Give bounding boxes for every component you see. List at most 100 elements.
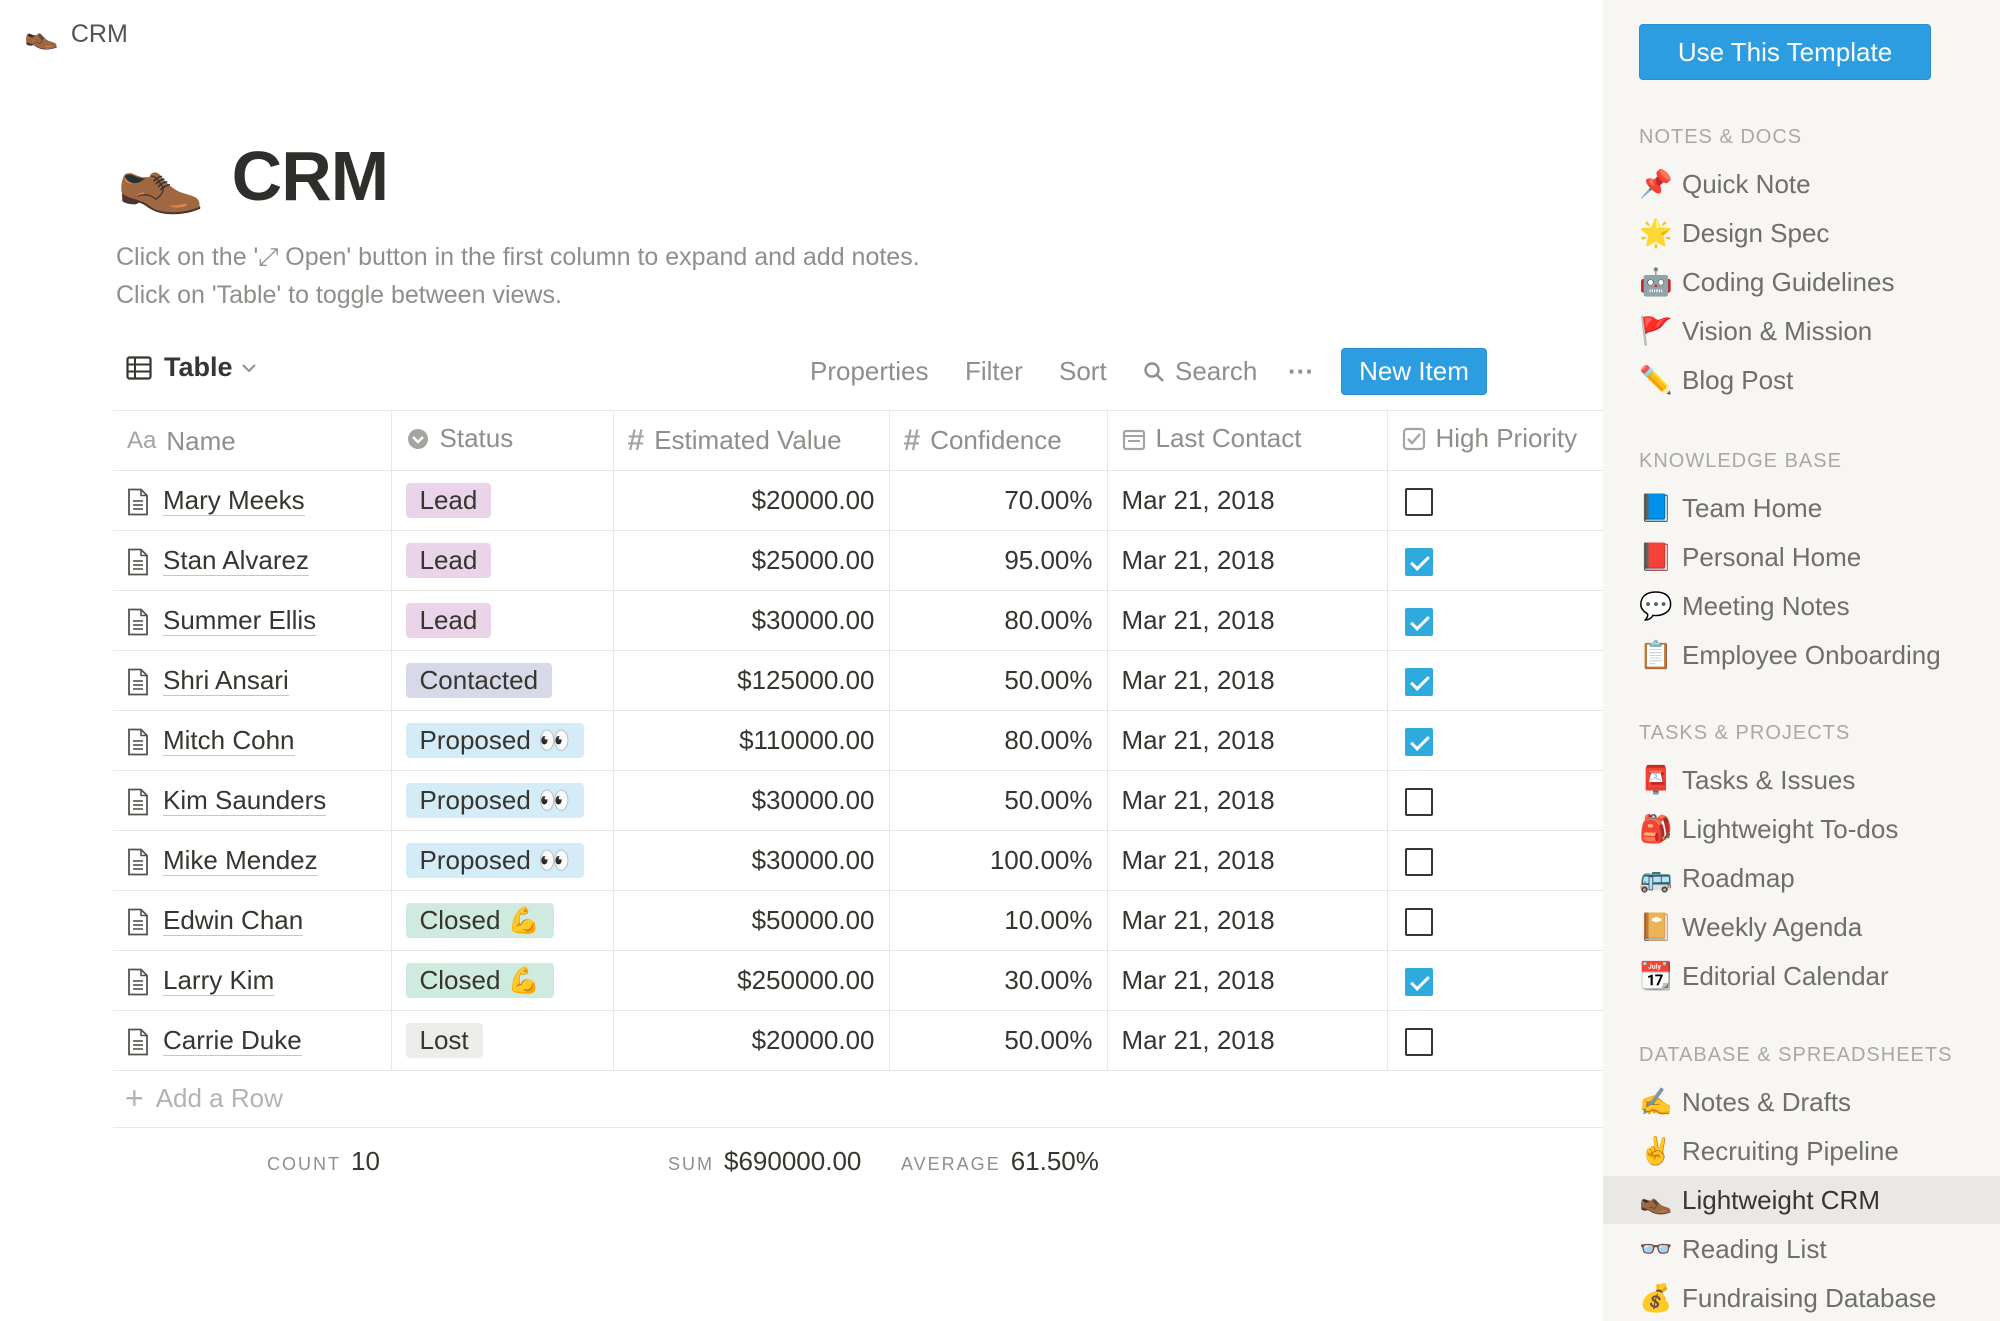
status-cell[interactable]: Closed 💪 bbox=[390, 890, 613, 951]
table-row[interactable]: Summer Ellis Lead $30000.00 80.00% Mar 21, 2… bbox=[113, 590, 1603, 651]
high-priority-checkbox[interactable] bbox=[1404, 968, 1433, 997]
table-row[interactable]: Larry Kim Closed 💪 $250000.00 30.00% Mar 21,… bbox=[113, 950, 1603, 1011]
confidence-cell[interactable]: 50.00% bbox=[888, 650, 1107, 711]
estimated-value-cell[interactable]: $110000.00 bbox=[612, 710, 889, 771]
count-calculation[interactable]: COUNT 10 bbox=[267, 1146, 380, 1177]
sidebar-item[interactable]: 🚩 Vision & Mission bbox=[1639, 315, 1872, 347]
last-contact-cell[interactable]: Mar 21, 2018 bbox=[1106, 770, 1387, 831]
high-priority-checkbox[interactable] bbox=[1404, 548, 1433, 577]
table-row[interactable]: Mike Mendez Proposed 👀 $30000.00 100.00% Mar… bbox=[113, 830, 1603, 891]
last-contact-cell[interactable]: Mar 21, 2018 bbox=[1106, 470, 1387, 531]
last-contact-cell[interactable]: Mar 21, 2018 bbox=[1106, 1010, 1387, 1071]
status-cell[interactable]: Proposed 👀 bbox=[390, 710, 613, 771]
sidebar-item[interactable]: 👓 Reading List bbox=[1639, 1233, 1827, 1265]
confidence-cell[interactable]: 50.00% bbox=[888, 1010, 1107, 1071]
column-header-confidence[interactable]: # Confidence bbox=[888, 410, 1107, 471]
high-priority-checkbox[interactable] bbox=[1404, 788, 1433, 817]
sum-calculation[interactable]: SUM $690000.00 bbox=[668, 1146, 861, 1177]
sidebar-item[interactable]: 🤖 Coding Guidelines bbox=[1639, 266, 1894, 298]
name-cell[interactable]: Shri Ansari bbox=[113, 650, 391, 711]
sort-button[interactable]: Sort bbox=[1059, 356, 1107, 386]
sidebar-item[interactable]: 📘 Team Home bbox=[1639, 492, 1822, 524]
name-cell[interactable]: Carrie Duke bbox=[113, 1010, 391, 1071]
add-row-button[interactable]: + Add a Row bbox=[113, 1070, 1603, 1128]
table-row[interactable]: Kim Saunders Proposed 👀 $30000.00 50.00% Mar… bbox=[113, 770, 1603, 831]
high-priority-checkbox[interactable] bbox=[1404, 668, 1433, 697]
confidence-cell[interactable]: 80.00% bbox=[888, 590, 1107, 651]
column-header-estimated-value[interactable]: # Estimated Value bbox=[612, 410, 889, 471]
search-button[interactable]: Search bbox=[1143, 356, 1257, 387]
name-cell[interactable]: Kim Saunders bbox=[113, 770, 391, 831]
filter-button[interactable]: Filter bbox=[965, 356, 1023, 386]
sidebar-item[interactable]: 🚌 Roadmap bbox=[1639, 862, 1795, 894]
sidebar-item[interactable]: 📔 Weekly Agenda bbox=[1639, 911, 1862, 943]
sidebar-item[interactable]: 👞 Lightweight CRM bbox=[1603, 1176, 2000, 1224]
last-contact-cell[interactable]: Mar 21, 2018 bbox=[1106, 890, 1387, 951]
column-header-last-contact[interactable]: Last Contact bbox=[1106, 410, 1387, 471]
sidebar-item[interactable]: 💰 Fundraising Database bbox=[1639, 1282, 1936, 1314]
estimated-value-cell[interactable]: $20000.00 bbox=[612, 1010, 889, 1071]
name-cell[interactable]: Summer Ellis bbox=[113, 590, 391, 651]
confidence-cell[interactable]: 10.00% bbox=[888, 890, 1107, 951]
view-selector[interactable]: Table bbox=[126, 352, 269, 383]
sidebar-item[interactable]: 🌟 Design Spec bbox=[1639, 217, 1829, 249]
last-contact-cell[interactable]: Mar 21, 2018 bbox=[1106, 530, 1387, 591]
column-header-status[interactable]: Status bbox=[390, 410, 613, 471]
last-contact-cell[interactable]: Mar 21, 2018 bbox=[1106, 590, 1387, 651]
estimated-value-cell[interactable]: $30000.00 bbox=[612, 770, 889, 831]
confidence-cell[interactable]: 70.00% bbox=[888, 470, 1107, 531]
high-priority-checkbox[interactable] bbox=[1404, 728, 1433, 757]
name-cell[interactable]: Stan Alvarez bbox=[113, 530, 391, 591]
table-row[interactable]: Shri Ansari Contacted $125000.00 50.00% Mar … bbox=[113, 650, 1603, 711]
status-cell[interactable]: Contacted bbox=[390, 650, 613, 711]
status-cell[interactable]: Lead bbox=[390, 530, 613, 591]
sidebar-item[interactable]: ✏️ Blog Post bbox=[1639, 364, 1793, 396]
confidence-cell[interactable]: 100.00% bbox=[888, 830, 1107, 891]
column-header-name[interactable]: Aa Name bbox=[113, 410, 391, 471]
breadcrumb[interactable]: 👞 CRM bbox=[24, 18, 128, 51]
sidebar-item[interactable]: ✌️ Recruiting Pipeline bbox=[1639, 1135, 1899, 1167]
sidebar-item[interactable]: 💬 Meeting Notes bbox=[1639, 590, 1850, 622]
estimated-value-cell[interactable]: $30000.00 bbox=[612, 830, 889, 891]
table-row[interactable]: Mary Meeks Lead $20000.00 70.00% Mar 21, 201… bbox=[113, 470, 1603, 531]
page-title[interactable]: CRM bbox=[231, 137, 389, 215]
estimated-value-cell[interactable]: $250000.00 bbox=[612, 950, 889, 1011]
confidence-cell[interactable]: 80.00% bbox=[888, 710, 1107, 771]
estimated-value-cell[interactable]: $125000.00 bbox=[612, 650, 889, 711]
sidebar-item[interactable]: 📆 Editorial Calendar bbox=[1639, 960, 1889, 992]
sidebar-item[interactable]: 🎒 Lightweight To-dos bbox=[1639, 813, 1898, 845]
high-priority-checkbox[interactable] bbox=[1404, 848, 1433, 877]
name-cell[interactable]: Mike Mendez bbox=[113, 830, 391, 891]
sidebar-item[interactable]: 📮 Tasks & Issues bbox=[1639, 764, 1855, 796]
properties-button[interactable]: Properties bbox=[810, 356, 929, 386]
last-contact-cell[interactable]: Mar 21, 2018 bbox=[1106, 650, 1387, 711]
sidebar-item[interactable]: 📋 Employee Onboarding bbox=[1639, 639, 1941, 671]
use-template-button[interactable]: Use This Template bbox=[1639, 24, 1931, 80]
table-row[interactable]: Edwin Chan Closed 💪 $50000.00 10.00% Mar 21,… bbox=[113, 890, 1603, 951]
high-priority-checkbox[interactable] bbox=[1404, 1028, 1433, 1057]
confidence-cell[interactable]: 95.00% bbox=[888, 530, 1107, 591]
status-cell[interactable]: Lead bbox=[390, 470, 613, 531]
more-options-icon[interactable]: ··· bbox=[1288, 356, 1314, 386]
sidebar-item[interactable]: ✍️ Notes & Drafts bbox=[1639, 1086, 1851, 1118]
high-priority-checkbox[interactable] bbox=[1404, 608, 1433, 637]
table-row[interactable]: Carrie Duke Lost $20000.00 50.00% Mar 21, 20… bbox=[113, 1010, 1603, 1071]
table-row[interactable]: Stan Alvarez Lead $25000.00 95.00% Mar 21, 2… bbox=[113, 530, 1603, 591]
sidebar-item[interactable]: 📕 Personal Home bbox=[1639, 541, 1861, 573]
name-cell[interactable]: Mary Meeks bbox=[113, 470, 391, 531]
sidebar-item[interactable]: 📌 Quick Note bbox=[1639, 168, 1811, 200]
confidence-cell[interactable]: 50.00% bbox=[888, 770, 1107, 831]
last-contact-cell[interactable]: Mar 21, 2018 bbox=[1106, 830, 1387, 891]
estimated-value-cell[interactable]: $25000.00 bbox=[612, 530, 889, 591]
high-priority-checkbox[interactable] bbox=[1404, 908, 1433, 937]
confidence-cell[interactable]: 30.00% bbox=[888, 950, 1107, 1011]
name-cell[interactable]: Mitch Cohn bbox=[113, 710, 391, 771]
status-cell[interactable]: Lead bbox=[390, 590, 613, 651]
name-cell[interactable]: Larry Kim bbox=[113, 950, 391, 1011]
high-priority-checkbox[interactable] bbox=[1404, 488, 1433, 517]
last-contact-cell[interactable]: Mar 21, 2018 bbox=[1106, 710, 1387, 771]
column-header-high-priority[interactable]: High Priority bbox=[1386, 410, 1603, 471]
last-contact-cell[interactable]: Mar 21, 2018 bbox=[1106, 950, 1387, 1011]
estimated-value-cell[interactable]: $20000.00 bbox=[612, 470, 889, 531]
estimated-value-cell[interactable]: $30000.00 bbox=[612, 590, 889, 651]
